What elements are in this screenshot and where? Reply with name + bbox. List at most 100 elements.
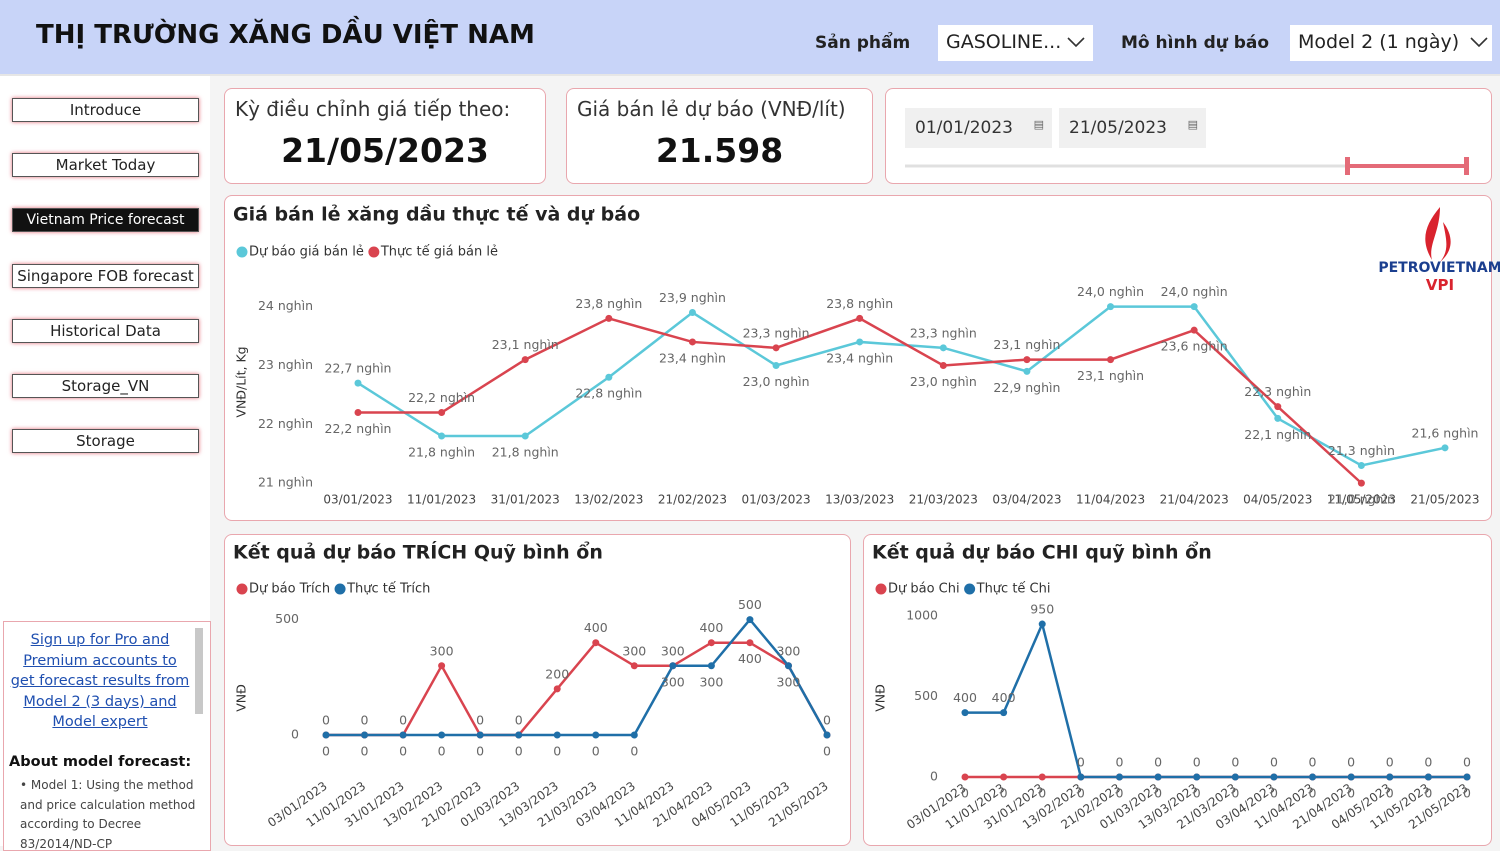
- data-label: 300: [777, 674, 801, 689]
- date-start[interactable]: 01/01/2023 ▤: [905, 108, 1052, 148]
- point: [521, 356, 529, 364]
- chart-card: [224, 534, 851, 846]
- x-tick-label: 21/05/2023: [1410, 493, 1479, 507]
- data-label: 23,3 nghìn: [910, 325, 977, 340]
- data-label: 300: [622, 643, 646, 658]
- data-label: 0: [1077, 755, 1085, 770]
- x-tick-label: 01/03/2023: [741, 493, 810, 507]
- data-label: 0: [1309, 786, 1317, 801]
- point: [553, 685, 561, 693]
- data-label: 0: [476, 713, 484, 728]
- data-label: 23,4 nghìn: [826, 350, 893, 365]
- legend-marker: [236, 246, 248, 258]
- legend-marker: [236, 583, 248, 595]
- model-dropdown[interactable]: Model 2 (1 ngày): [1290, 25, 1492, 61]
- kpi-label: Giá bán lẻ dự báo (VNĐ/lít): [577, 97, 846, 121]
- point: [1107, 356, 1115, 364]
- data-label: 0: [322, 744, 330, 759]
- data-label: 21,8 nghìn: [408, 445, 475, 460]
- nav-button[interactable]: Singapore FOB forecast: [12, 264, 199, 288]
- data-label: 22,7 nghìn: [325, 361, 392, 376]
- scrollbar[interactable]: [195, 628, 203, 714]
- point: [1424, 773, 1432, 781]
- data-label: 0: [1193, 755, 1201, 770]
- chart-title: Kết quả dự báo TRÍCH Quỹ bình ổn: [233, 541, 603, 564]
- legend-label: Dự báo giá bán lẻ: [249, 245, 364, 260]
- data-label: 24,0 nghìn: [1077, 284, 1144, 299]
- point: [553, 731, 561, 739]
- filter-label: Mô hình dự báo: [1121, 33, 1270, 53]
- data-label: 0: [553, 744, 561, 759]
- nav-button[interactable]: Market Today: [12, 153, 199, 177]
- nav-button[interactable]: Vietnam Price forecast: [12, 208, 199, 232]
- header: [0, 0, 1500, 76]
- date-text: 01/01/2023: [915, 118, 1013, 138]
- x-tick-label: 21/04/2023: [1160, 493, 1229, 507]
- point: [1190, 303, 1198, 311]
- data-label: 0: [322, 713, 330, 728]
- kpi-value: 21.598: [655, 131, 784, 170]
- data-label: 0: [1115, 786, 1123, 801]
- kpi-value: 21/05/2023: [281, 131, 489, 170]
- chart-title: Giá bán lẻ xăng dầu thực tế và dự báo: [233, 203, 640, 226]
- series-line: [326, 641, 829, 737]
- x-tick-label: 03/01/2023: [323, 493, 392, 507]
- point: [399, 731, 407, 739]
- data-label: 950: [1030, 602, 1054, 617]
- point: [1023, 367, 1031, 375]
- data-label: 0: [1231, 755, 1239, 770]
- point: [438, 432, 446, 440]
- data-label: 0: [1463, 786, 1471, 801]
- point: [939, 361, 947, 369]
- point: [1154, 773, 1162, 781]
- data-label: 0: [399, 713, 407, 728]
- point: [354, 409, 362, 417]
- data-label: 22,8 nghìn: [575, 386, 642, 401]
- date-text: 21/05/2023: [1069, 118, 1167, 138]
- point: [361, 731, 369, 739]
- point: [322, 731, 330, 739]
- chevron: [1470, 37, 1488, 48]
- nav-button[interactable]: Introduce: [12, 98, 199, 122]
- x-tick-label: 11/05/2023: [1327, 493, 1396, 507]
- data-label: 23,8 nghìn: [826, 296, 893, 311]
- point: [1077, 773, 1085, 781]
- logo-text: PETROVIETNAM: [1378, 260, 1500, 276]
- product-dropdown[interactable]: GASOLINE...: [938, 25, 1093, 61]
- point: [592, 731, 600, 739]
- y-tick-label: 22 nghìn: [258, 416, 313, 431]
- point: [521, 432, 529, 440]
- data-label: 23,0 nghìn: [743, 374, 810, 389]
- y-axis-title: VNĐ: [234, 684, 249, 712]
- date-slider[interactable]: [890, 150, 1480, 180]
- data-label: 22,3 nghìn: [1244, 384, 1311, 399]
- legend-label: Dự báo Chi: [888, 582, 960, 597]
- data-label: 0: [1424, 755, 1432, 770]
- legend-marker: [875, 583, 887, 595]
- page-title: THỊ TRƯỜNG XĂNG DẦU VIỆT NAM: [36, 20, 535, 50]
- data-label: 0: [961, 786, 969, 801]
- x-tick-label: 13/03/2023: [825, 493, 894, 507]
- data-label: 22,1 nghìn: [1244, 427, 1311, 442]
- dropdown-value: Model 2 (1 ngày): [1298, 31, 1460, 53]
- promo-link[interactable]: Sign up for Pro and Premium accounts to …: [10, 632, 190, 730]
- x-tick-label: 04/05/2023: [1243, 493, 1312, 507]
- point: [1441, 444, 1449, 452]
- point: [856, 338, 864, 346]
- legend-label: Thực tế giá bán lẻ: [380, 245, 498, 260]
- point: [823, 731, 831, 739]
- point: [961, 709, 969, 717]
- data-label: 0: [1154, 755, 1162, 770]
- data-label: 0: [1077, 786, 1085, 801]
- data-label: 23,8 nghìn: [575, 296, 642, 311]
- nav-button[interactable]: Storage: [12, 429, 199, 453]
- point: [438, 409, 446, 417]
- point: [707, 639, 715, 647]
- data-label: 0: [1115, 755, 1123, 770]
- data-label: 0: [1270, 786, 1278, 801]
- nav-button[interactable]: Historical Data: [12, 319, 199, 343]
- kpi-label: Kỳ điều chỉnh giá tiếp theo:: [235, 97, 511, 121]
- data-label: 0: [1463, 755, 1471, 770]
- date-end[interactable]: 21/05/2023 ▤: [1059, 108, 1206, 148]
- nav-button[interactable]: Storage_VN: [12, 374, 199, 398]
